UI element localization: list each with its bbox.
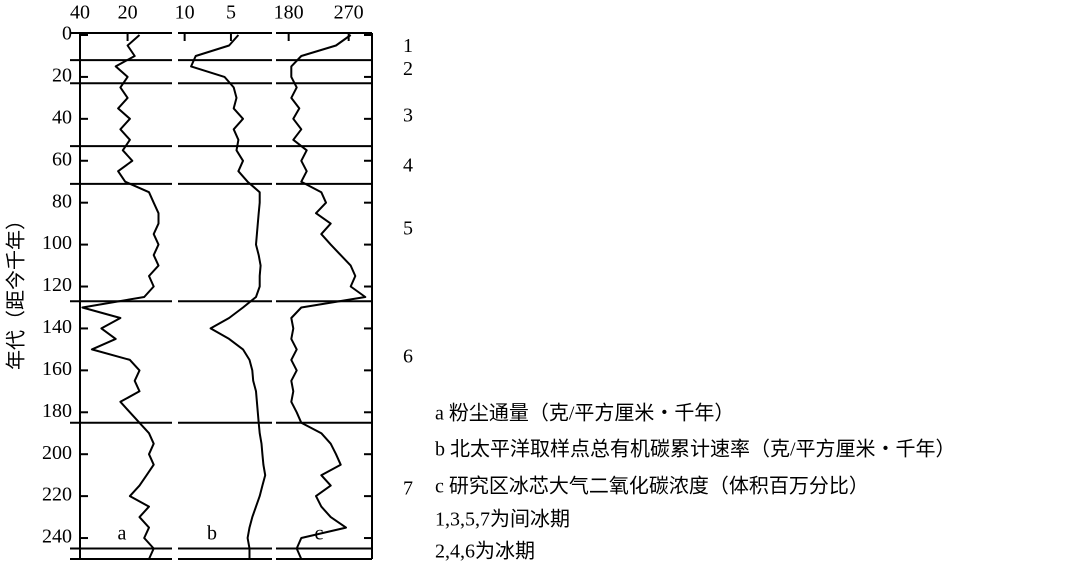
x-tick-label: 270 (334, 2, 364, 24)
stage-label: 3 (403, 104, 413, 126)
y-tick-label: 20 (52, 65, 72, 87)
y-axis-label: 年代（距今千年） (5, 210, 28, 370)
x-tick-label: 10 (175, 2, 195, 24)
y-tick-label: 120 (42, 274, 72, 296)
series-line (290, 34, 367, 560)
series-line (81, 34, 160, 560)
y-tick-label: 220 (42, 484, 72, 506)
stage-label: 7 (403, 477, 413, 499)
y-tick-label: 240 (42, 526, 72, 548)
y-tick-label: 200 (42, 442, 72, 464)
note: 2,4,6为冰期 (435, 540, 535, 563)
note: 1,3,5,7为间冰期 (435, 508, 570, 531)
stage-label: 6 (403, 345, 413, 367)
y-tick-label: 0 (62, 23, 72, 45)
note: c 研究区冰芯大气二氧化碳浓度（体积百万分比） (435, 475, 869, 498)
note: b 北太平洋取样点总有机碳累计速率（克/平方厘米・千年） (435, 438, 956, 461)
x-tick-label: 40 (70, 2, 90, 24)
y-tick-label: 40 (52, 106, 72, 128)
y-tick-label: 80 (52, 190, 72, 212)
stage-label: 2 (403, 58, 413, 80)
series-label: c (315, 522, 324, 544)
y-tick-label: 60 (52, 148, 72, 170)
series-label: b (207, 522, 217, 544)
series-line (190, 34, 267, 559)
stage-label: 1 (403, 35, 413, 57)
note: a 粉尘通量（克/平方厘米・千年） (435, 402, 734, 425)
x-tick-label: 180 (274, 2, 304, 24)
x-tick-label: 20 (118, 2, 138, 24)
stage-label: 4 (403, 155, 413, 177)
stage-label: 5 (403, 218, 413, 240)
x-tick-label: 5 (226, 2, 236, 24)
y-tick-label: 180 (42, 400, 72, 422)
y-tick-label: 140 (42, 316, 72, 338)
series-label: a (118, 522, 127, 544)
y-tick-label: 160 (42, 358, 72, 380)
y-tick-label: 100 (42, 232, 72, 254)
